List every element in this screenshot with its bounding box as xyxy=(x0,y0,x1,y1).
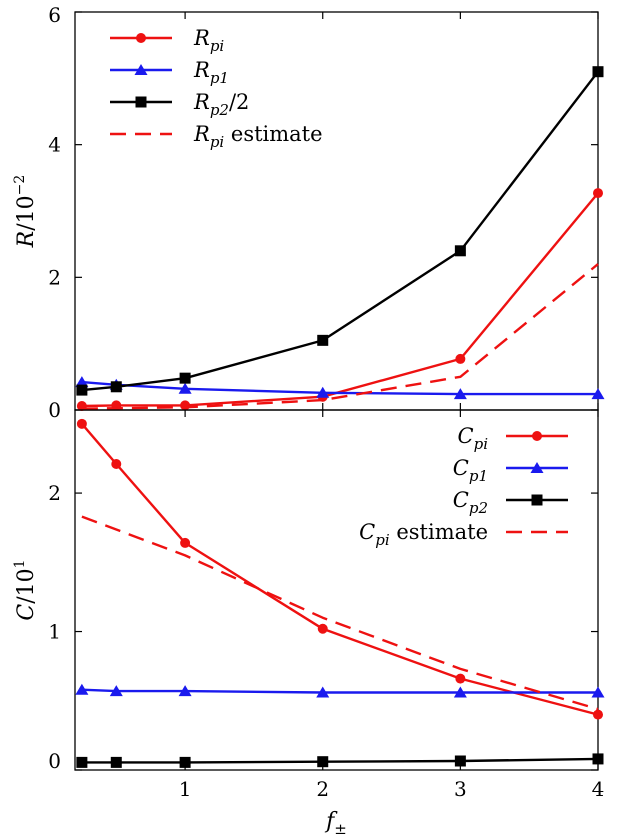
c-series-1 xyxy=(75,683,605,698)
c-data-point xyxy=(76,756,88,768)
c-xlabel: f± xyxy=(324,809,347,838)
c-data-point xyxy=(316,686,330,698)
c-data-point xyxy=(111,459,122,469)
r-legend-label: Rp1 xyxy=(193,58,229,87)
c-legend-label: Cpi estimate xyxy=(359,520,488,549)
r-data-point xyxy=(316,386,330,398)
r-legend-label: Rp2/2 xyxy=(193,90,249,119)
r-data-point xyxy=(110,381,122,393)
c-series-line xyxy=(81,757,599,764)
c-data-point xyxy=(109,685,123,697)
c-data-point xyxy=(76,418,87,429)
c-legend-label: Cpi xyxy=(458,424,489,453)
c-data-point xyxy=(180,537,191,548)
c-ylabel: C/101 xyxy=(12,559,39,620)
r-data-point xyxy=(178,382,192,394)
c-ytick-label: 1 xyxy=(48,620,61,644)
r-data-point xyxy=(454,245,466,257)
r-legend: Rpi Rp1 Rp2/2 Rpi estimate xyxy=(110,26,323,151)
r-data-point xyxy=(591,388,605,400)
r-legend-label: Rpi estimate xyxy=(193,122,323,151)
c-series-line xyxy=(81,688,598,694)
c-data-point xyxy=(592,753,604,765)
r-legend-marker xyxy=(136,33,146,43)
r-legend-marker xyxy=(134,64,148,75)
r-ytick-label: 2 xyxy=(48,265,61,289)
r-data-point xyxy=(75,376,89,388)
r-series-1 xyxy=(75,376,605,400)
r-series-line xyxy=(81,70,599,392)
c-data-point xyxy=(75,683,89,695)
c-legend-label: Cp1 xyxy=(453,456,488,485)
c-ytick-label: 0 xyxy=(48,749,61,773)
c-legend: Cpi Cp1 Cp2 Cpi estimate xyxy=(359,424,568,549)
r-ylabel: R/10−2 xyxy=(12,175,39,249)
r-series-line xyxy=(81,192,599,408)
r-series-0 xyxy=(76,188,603,412)
c-legend-label: Cp2 xyxy=(453,488,488,517)
c-data-point xyxy=(110,756,122,768)
r-data-point xyxy=(76,384,88,396)
c-series-2 xyxy=(76,753,604,768)
c-xtick-label: 4 xyxy=(592,777,605,801)
c-series-0 xyxy=(76,418,603,720)
r-data-point xyxy=(592,66,604,78)
r-series-2 xyxy=(76,66,604,396)
c-xtick-label: 2 xyxy=(316,777,329,801)
c-data-point xyxy=(593,709,603,720)
c-legend-marker xyxy=(532,431,542,441)
c-series-3 xyxy=(81,515,599,711)
r-data-point xyxy=(593,188,603,199)
c-xtick-label: 3 xyxy=(454,777,467,801)
c-panel: 0 1 2 1 2 3 4 C/101 f± Cpi Cp1 Cp2 Cpi estimate xyxy=(12,409,605,838)
c-data-point xyxy=(179,756,191,768)
r-data-point xyxy=(317,334,329,346)
r-legend-marker xyxy=(135,96,147,108)
r-ytick-label: 4 xyxy=(48,133,61,157)
r-ytick-label: 6 xyxy=(48,3,61,27)
c-data-point xyxy=(455,673,466,684)
c-data-point xyxy=(454,755,466,767)
r-plot-frame xyxy=(74,11,599,411)
c-xtick-label: 1 xyxy=(179,777,192,801)
c-data-point xyxy=(591,686,605,698)
r-data-point xyxy=(179,372,191,384)
r-data-point xyxy=(455,353,466,364)
c-legend-marker xyxy=(531,494,543,506)
r-panel: 0 2 4 6 R/10−2 Rpi Rp1 Rp2/2 Rpi estimate xyxy=(12,3,605,422)
c-ytick-label: 2 xyxy=(48,481,61,505)
r-series-3 xyxy=(81,263,599,410)
c-data-point xyxy=(317,623,328,634)
r-series-line xyxy=(81,263,599,410)
c-data-point xyxy=(317,756,329,768)
c-data-point xyxy=(178,685,192,697)
c-plot-frame xyxy=(74,409,599,771)
r-data-point xyxy=(453,388,467,400)
r-series-line xyxy=(81,380,598,396)
r-data-point xyxy=(180,400,191,411)
c-data-point xyxy=(453,686,467,698)
c-legend-marker xyxy=(530,462,544,473)
c-series-line xyxy=(81,515,599,711)
r-legend-label: Rpi xyxy=(193,26,224,55)
r-ytick-label: 0 xyxy=(48,398,61,422)
